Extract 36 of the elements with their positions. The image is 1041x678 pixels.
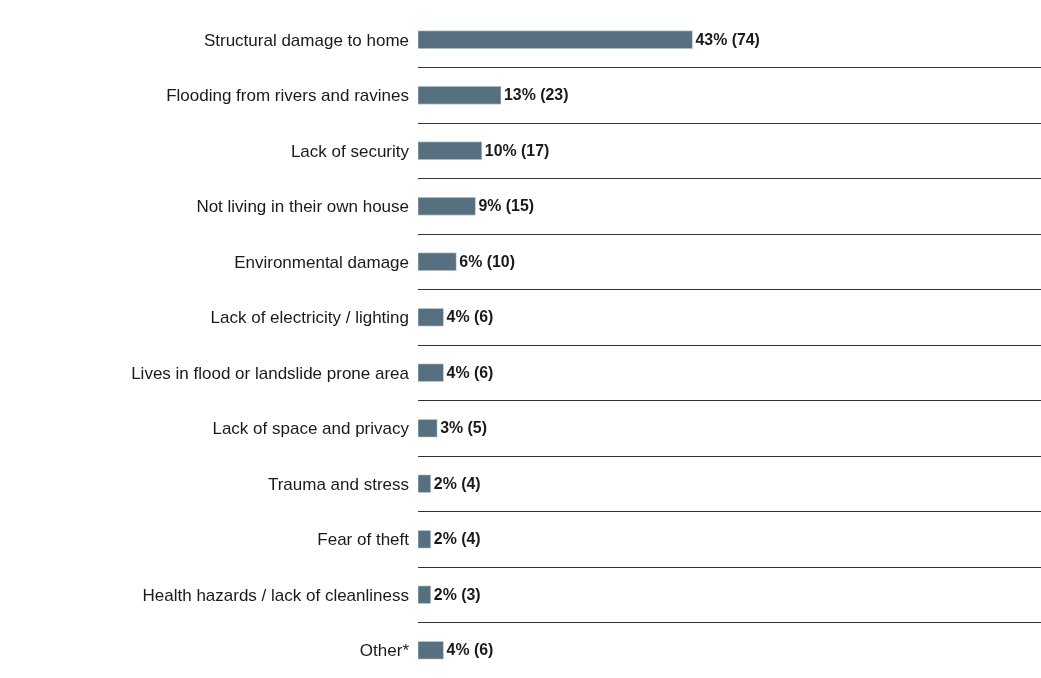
data-label: 4% (6) — [446, 308, 494, 326]
y-tick-label: Trauma and stress — [267, 474, 409, 494]
bar — [418, 141, 483, 160]
data-label: 2% (4) — [433, 530, 481, 548]
data-label: 6% (10) — [459, 252, 515, 270]
data-label: 43% (74) — [695, 30, 760, 48]
y-tick-label: Fear of theft — [317, 530, 410, 550]
bar — [418, 530, 432, 549]
data-label: 2% (4) — [433, 474, 481, 492]
y-tick-label: Structural damage to home — [203, 30, 409, 50]
data-label: 9% (15) — [478, 197, 535, 215]
data-label: 3% (5) — [440, 419, 487, 437]
bar — [418, 363, 444, 382]
bar — [418, 641, 444, 660]
bar — [418, 252, 457, 271]
y-tick-label: Other* — [359, 641, 410, 661]
y-tick-label: Environmental damage — [234, 252, 409, 272]
bar — [418, 585, 432, 604]
data-label: 4% (6) — [446, 363, 494, 381]
y-tick-label: Lack of security — [290, 141, 410, 161]
bar — [418, 30, 693, 49]
data-label: 13% (23) — [504, 86, 569, 104]
y-tick-label: Lack of space and privacy — [212, 419, 410, 439]
bar — [418, 419, 438, 438]
bar — [418, 197, 476, 216]
data-label: 4% (6) — [446, 641, 494, 659]
data-label: 10% (17) — [484, 141, 550, 159]
bar — [418, 474, 432, 493]
bar — [418, 308, 444, 327]
y-tick-label: Flooding from rivers and ravines — [166, 86, 409, 106]
bar — [418, 86, 502, 105]
y-tick-label: Not living in their own house — [196, 197, 409, 217]
y-tick-label: Health hazards / lack of cleanliness — [142, 585, 409, 605]
y-tick-label: Lives in flood or landslide prone area — [131, 363, 410, 383]
y-tick-label: Lack of electricity / lighting — [210, 308, 409, 328]
data-label: 2% (3) — [433, 585, 481, 603]
